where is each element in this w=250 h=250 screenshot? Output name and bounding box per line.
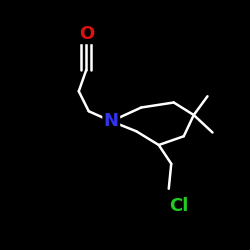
Text: Cl: Cl [169, 197, 188, 215]
Text: O: O [78, 25, 94, 43]
Text: N: N [104, 112, 119, 130]
